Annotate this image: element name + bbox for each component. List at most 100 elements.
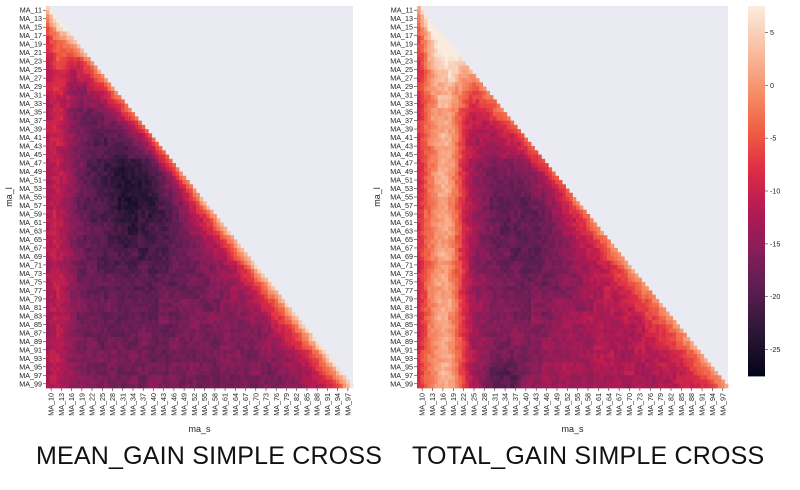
heatmap-cell <box>185 366 190 372</box>
heatmap-cell <box>100 154 105 160</box>
heatmap-cell <box>175 341 180 346</box>
heatmap-cell <box>288 324 292 329</box>
heatmap-cell <box>179 171 183 177</box>
y-tick-label: MA_93 <box>19 354 42 363</box>
heatmap-cell <box>172 235 176 240</box>
heatmap-cell <box>117 235 122 240</box>
heatmap-cell <box>202 269 207 274</box>
heatmap-cell <box>63 294 67 300</box>
heatmap-cell <box>155 286 159 291</box>
heatmap-cell <box>209 298 214 304</box>
heatmap-cell <box>69 311 74 317</box>
heatmap-cell <box>76 137 81 143</box>
heatmap-cell <box>486 124 490 130</box>
heatmap-cell <box>117 264 122 270</box>
heatmap-cell <box>141 290 146 295</box>
heatmap-cell <box>151 294 156 300</box>
heatmap-cell <box>141 328 146 334</box>
heatmap-cell <box>430 167 435 172</box>
heatmap-cell <box>274 337 279 342</box>
heatmap-cell <box>277 328 282 334</box>
heatmap-cell <box>69 197 74 202</box>
heatmap-cell <box>138 379 142 385</box>
heatmap-cell <box>144 341 149 346</box>
heatmap-cell <box>97 171 101 177</box>
heatmap-cell <box>465 107 470 113</box>
heatmap-cell <box>192 218 197 223</box>
heatmap-cell <box>254 277 258 283</box>
heatmap-cell <box>63 243 67 249</box>
heatmap-cell <box>117 226 122 232</box>
heatmap-cell <box>73 69 78 75</box>
heatmap-cell <box>107 273 112 278</box>
heatmap-cell <box>503 120 508 126</box>
heatmap-cell <box>138 337 142 342</box>
heatmap-cell <box>46 226 50 232</box>
heatmap-cell <box>168 324 173 329</box>
heatmap-cell <box>172 264 176 270</box>
heatmap-cell <box>264 341 269 346</box>
x-tick-label: MA_61 <box>221 393 230 416</box>
heatmap-cell <box>455 150 459 155</box>
heatmap-cell <box>49 226 54 232</box>
heatmap-cell <box>175 354 180 359</box>
heatmap-cell <box>223 252 228 257</box>
heatmap-cell <box>226 247 231 253</box>
heatmap-cell <box>284 358 289 363</box>
heatmap-cell <box>434 27 439 32</box>
heatmap-cell <box>223 379 228 385</box>
heatmap-cell <box>73 358 78 363</box>
heatmap-cell <box>103 116 108 121</box>
heatmap-cell <box>230 324 234 329</box>
heatmap-cell <box>49 277 54 283</box>
heatmap-cell <box>233 362 238 368</box>
heatmap-cell <box>100 78 105 83</box>
heatmap-cell <box>219 290 224 295</box>
heatmap-cell <box>168 337 173 342</box>
heatmap-cell <box>127 180 132 185</box>
heatmap-cell <box>80 82 84 87</box>
heatmap-cell <box>107 235 112 240</box>
heatmap-cell <box>76 146 81 151</box>
heatmap-cell <box>318 366 323 372</box>
heatmap-cell <box>46 366 50 372</box>
heatmap-cell <box>69 90 74 96</box>
heatmap-cell <box>202 239 207 245</box>
heatmap-cell <box>213 379 217 385</box>
heatmap-cell <box>189 188 194 194</box>
heatmap-cell <box>175 201 180 206</box>
heatmap-cell <box>80 230 84 236</box>
heatmap-cell <box>110 133 115 138</box>
heatmap-cell <box>277 362 282 368</box>
heatmap-cell <box>168 252 173 257</box>
heatmap-cell <box>69 192 74 198</box>
heatmap-cell <box>86 252 91 257</box>
heatmap-cell <box>127 209 132 215</box>
heatmap-cell <box>110 345 115 351</box>
heatmap-cell <box>417 90 421 96</box>
heatmap-cell <box>138 129 142 134</box>
heatmap-cell <box>59 103 64 109</box>
heatmap-cell <box>329 362 333 368</box>
heatmap-cell <box>90 366 95 372</box>
heatmap-cell <box>121 192 125 198</box>
heatmap-cell <box>189 294 194 300</box>
heatmap-cell <box>100 345 105 351</box>
heatmap-cell <box>165 213 170 219</box>
heatmap-cell <box>461 120 466 126</box>
heatmap-cell <box>46 44 50 49</box>
heatmap-cell <box>264 290 269 295</box>
heatmap-cell <box>59 324 64 329</box>
heatmap-cell <box>281 375 286 380</box>
heatmap-cell <box>80 307 84 312</box>
heatmap-cell <box>206 256 211 262</box>
heatmap-cell <box>66 311 71 317</box>
heatmap-cell <box>175 294 180 300</box>
heatmap-cell <box>76 120 81 126</box>
heatmap-cell <box>103 375 108 380</box>
heatmap-cell <box>468 146 473 151</box>
heatmap-cell <box>325 366 330 372</box>
heatmap-cell <box>209 230 214 236</box>
heatmap-cell <box>243 328 248 334</box>
heatmap-cell <box>448 129 452 134</box>
